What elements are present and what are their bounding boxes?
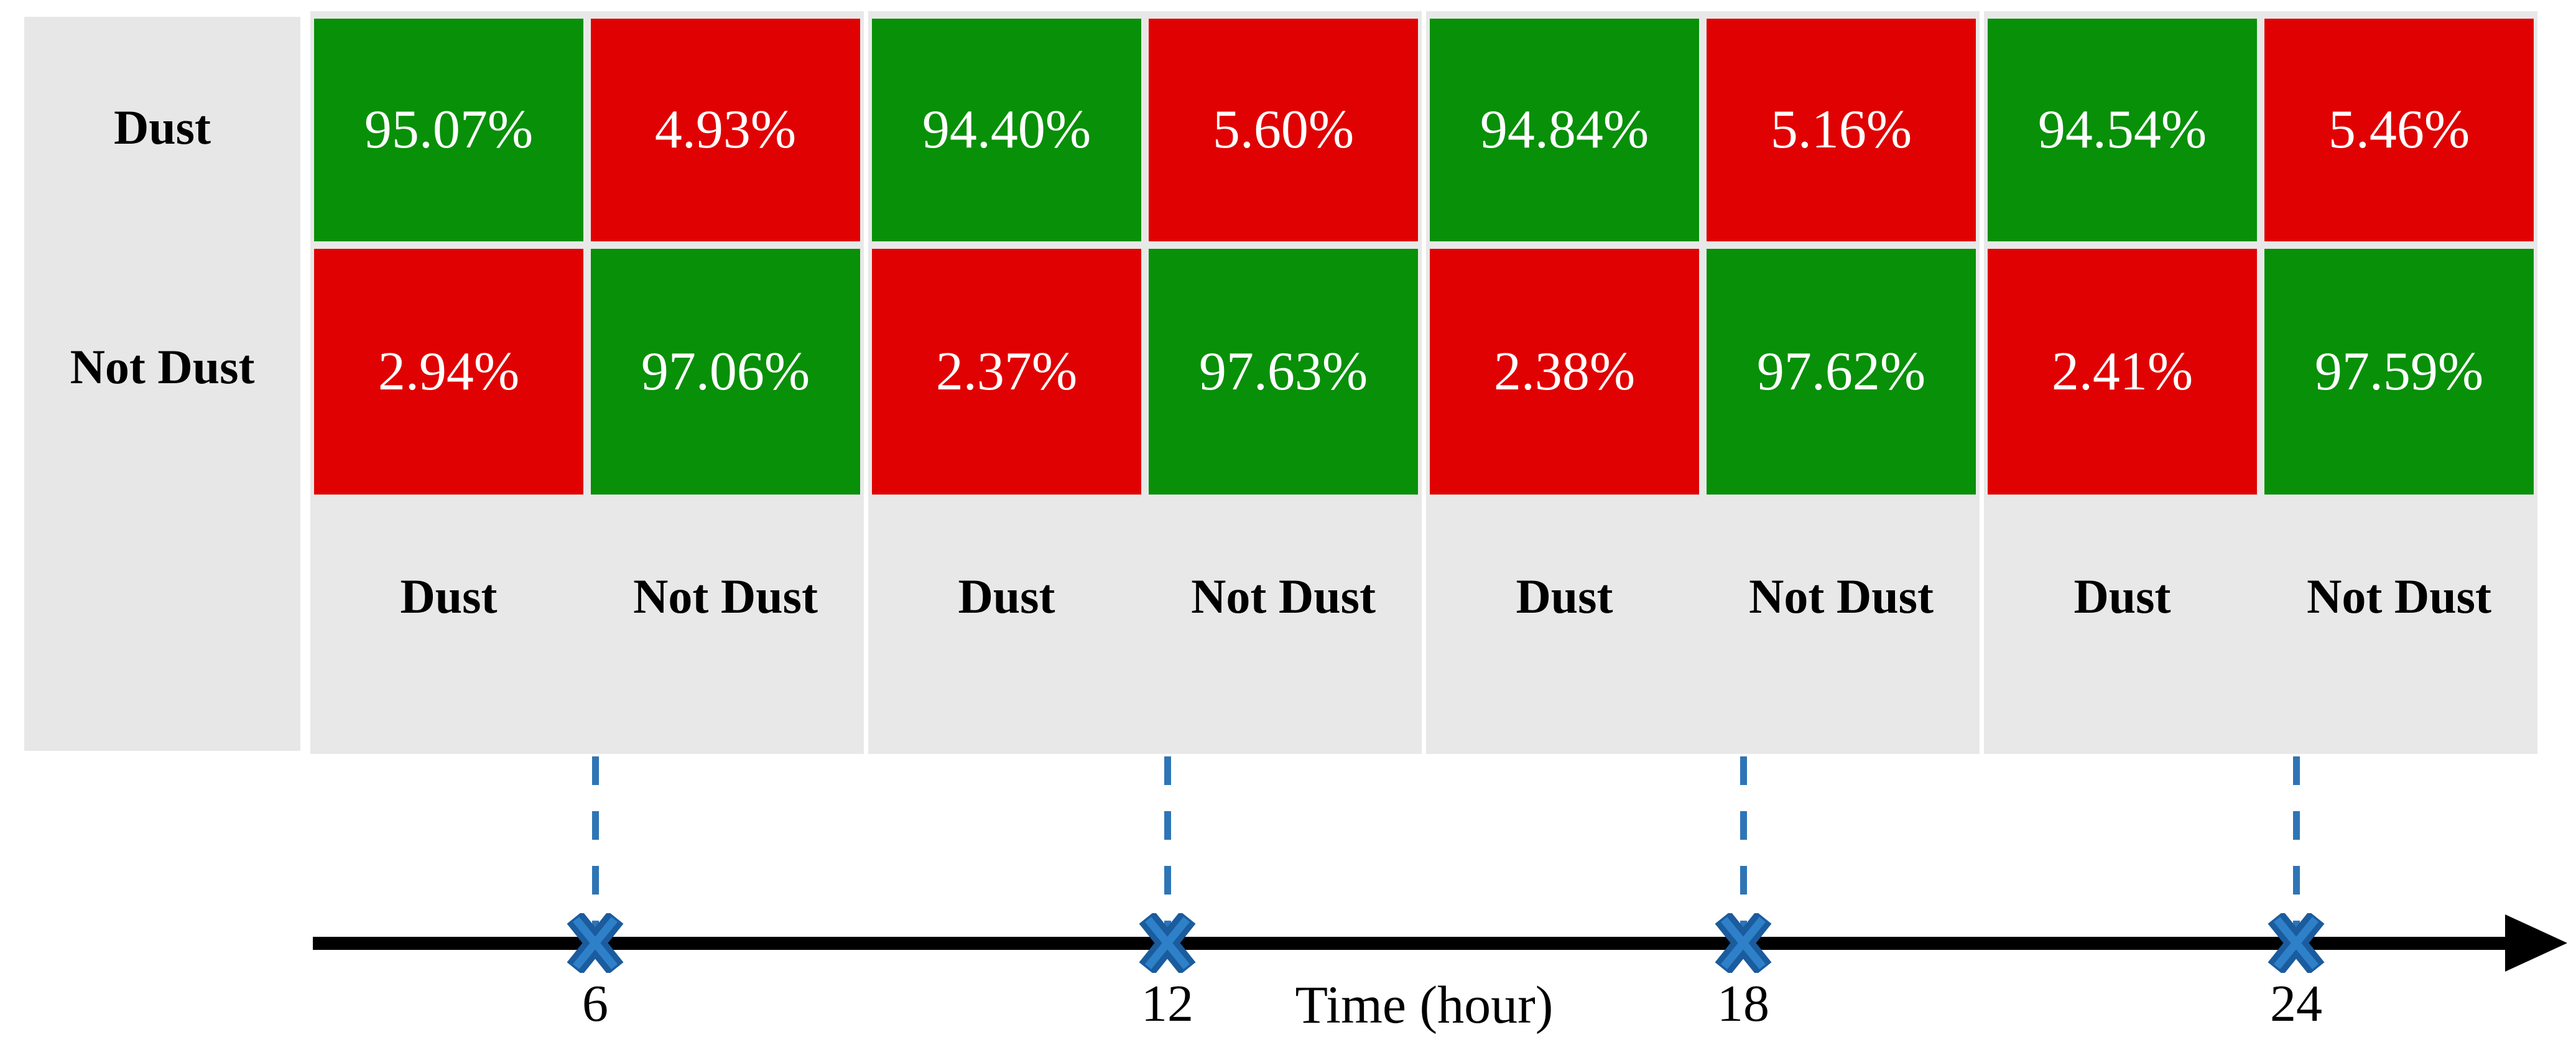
matrix-cell: 5.60%	[1149, 19, 1418, 241]
tick-label: 6	[582, 975, 608, 1033]
x-marker-icon	[1139, 913, 1196, 973]
matrix-cell: 5.16%	[1707, 19, 1976, 241]
tick-label: 18	[1717, 975, 1769, 1033]
dashed-connector-line	[1740, 756, 1747, 932]
confusion-matrix-panel-hour-12: 94.40% 5.60% 2.37% 97.63% Dust Not Dust	[868, 11, 1422, 754]
cell-value: 94.54%	[2037, 100, 2207, 160]
matrix-cell: 2.94%	[314, 249, 583, 495]
cell-value: 2.94%	[378, 341, 520, 402]
cell-value: 2.37%	[935, 341, 1078, 402]
time-axis-line	[313, 937, 2508, 950]
column-label-not-dust: Not Dust	[1191, 569, 1376, 623]
cell-value: 5.60%	[1212, 100, 1355, 160]
column-label-not-dust: Not Dust	[633, 569, 818, 623]
matrix-cell: 2.37%	[872, 249, 1141, 495]
column-label-row: Dust Not Dust	[868, 495, 1422, 754]
cell-value: 2.41%	[2051, 341, 2194, 402]
row-label-dust: Dust	[113, 100, 211, 154]
cell-value: 97.62%	[1756, 341, 1926, 402]
cell-value: 4.93%	[654, 100, 797, 160]
cell-value: 94.84%	[1480, 100, 1649, 160]
matrix-cell: 97.06%	[591, 249, 860, 495]
matrix-cell: 2.38%	[1430, 249, 1699, 495]
matrix-cell: 4.93%	[591, 19, 860, 241]
x-marker-icon	[567, 913, 624, 973]
cell-value: 97.06%	[641, 341, 810, 402]
confusion-matrix-panel-hour-6: 95.07% 4.93% 2.94% 97.06% Dust Not Dust	[310, 11, 864, 754]
column-label-dust: Dust	[2073, 569, 2171, 623]
confusion-matrix-panel-hour-24: 94.54% 5.46% 2.41% 97.59% Dust Not Dust	[1984, 11, 2537, 754]
column-label-dust: Dust	[1516, 569, 1613, 623]
matrix-cell: 97.63%	[1149, 249, 1418, 495]
matrix-cell: 94.40%	[872, 19, 1141, 241]
tick-label: 24	[2270, 975, 2322, 1033]
row-label-not-dust: Not Dust	[70, 340, 255, 394]
matrix-cell: 2.41%	[1988, 249, 2257, 495]
cell-value: 97.59%	[2314, 341, 2484, 402]
matrix-cell: 97.59%	[2264, 249, 2534, 495]
matrix-cell: 95.07%	[314, 19, 583, 241]
column-label-dust: Dust	[400, 569, 498, 623]
dashed-connector-line	[1164, 756, 1171, 932]
matrix-cell: 97.62%	[1707, 249, 1976, 495]
column-label-not-dust: Not Dust	[2307, 569, 2491, 623]
tick-label: 12	[1141, 975, 1193, 1033]
column-label-row: Dust Not Dust	[1426, 495, 1980, 754]
cell-value: 95.07%	[364, 100, 534, 160]
cell-value: 2.38%	[1493, 341, 1636, 402]
confusion-matrix-panel-hour-18: 94.84% 5.16% 2.38% 97.62% Dust Not Dust	[1426, 11, 1980, 754]
column-label-dust: Dust	[958, 569, 1055, 623]
row-label-panel: Dust Not Dust	[24, 17, 300, 751]
matrix-cell: 5.46%	[2264, 19, 2534, 241]
cell-value: 5.46%	[2328, 100, 2470, 160]
column-label-row: Dust Not Dust	[1984, 495, 2537, 754]
matrix-cell: 94.84%	[1430, 19, 1699, 241]
cell-value: 94.40%	[922, 100, 1091, 160]
time-axis-title: Time (hour)	[1295, 975, 1554, 1034]
column-label-row: Dust Not Dust	[310, 495, 864, 754]
x-marker-icon	[1715, 913, 1772, 973]
x-marker-icon	[2268, 913, 2325, 973]
cell-value: 5.16%	[1770, 100, 1912, 160]
cell-value: 97.63%	[1198, 341, 1368, 402]
dashed-connector-line	[592, 756, 599, 932]
time-axis-arrowhead-icon	[2505, 914, 2567, 972]
matrix-cell: 94.54%	[1988, 19, 2257, 241]
dashed-connector-line	[2293, 756, 2300, 932]
column-label-not-dust: Not Dust	[1749, 569, 1934, 623]
